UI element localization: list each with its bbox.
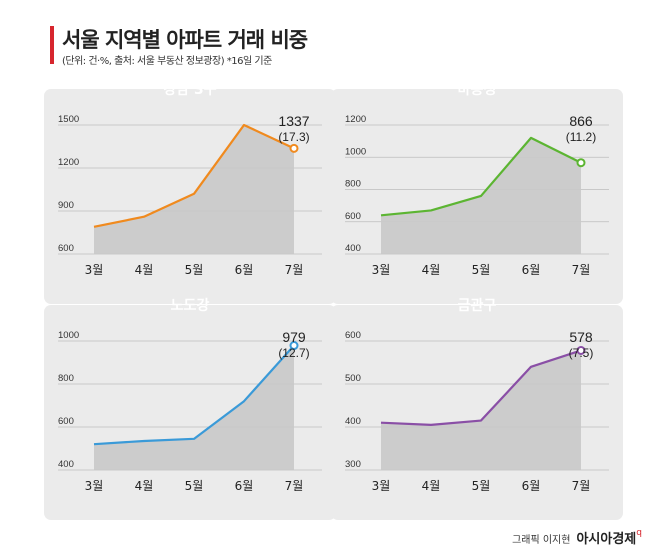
x-tick-label: 5월 xyxy=(472,479,491,493)
x-tick-label: 6월 xyxy=(235,479,254,493)
x-tick-label: 3월 xyxy=(372,263,391,277)
series-line xyxy=(380,136,582,217)
x-tick-label: 3월 xyxy=(85,263,104,277)
x-tick-label: 6월 xyxy=(522,479,541,493)
share-label: (7.5) xyxy=(569,346,594,360)
series-line xyxy=(93,123,295,228)
x-tick-label: 5월 xyxy=(185,263,204,277)
share-label: (11.2) xyxy=(566,130,596,144)
chart-title-pill: 강남 3구 xyxy=(163,82,217,98)
credit-line: 그래픽 이지현 아시아경제q xyxy=(512,528,642,547)
data-label: 866 xyxy=(569,113,593,129)
credit-text: 그래픽 이지현 xyxy=(512,535,571,546)
chart-panel-mayongseong: 마용성 400 600 800 1000 1200 3월 4월 5월 6월 7월 866 (11.2) xyxy=(331,82,623,304)
y-tick-label: 1000 xyxy=(58,330,79,341)
y-tick-label: 600 xyxy=(58,416,74,427)
y-tick-label: 1500 xyxy=(58,114,79,125)
x-tick-label: 3월 xyxy=(372,479,391,493)
x-tick-label: 7월 xyxy=(572,263,591,277)
y-tick-label: 1200 xyxy=(345,114,366,125)
y-tick-label: 1200 xyxy=(58,157,79,168)
y-tick-label: 1000 xyxy=(345,146,366,157)
last-point-marker xyxy=(576,158,586,168)
area-fill xyxy=(94,125,294,254)
x-tick-label: 7월 xyxy=(285,263,304,277)
y-tick-label: 300 xyxy=(345,459,361,470)
brand-mark-icon: q xyxy=(636,528,642,538)
data-label: 979 xyxy=(282,329,306,345)
data-label: 1337 xyxy=(278,113,309,129)
x-tick-label: 4월 xyxy=(422,263,441,277)
chart-svg: 300 400 500 600 3월 4월 5월 6월 7월 578(7.5) xyxy=(345,329,609,493)
x-tick-label: 5월 xyxy=(185,479,204,493)
chart-svg: 400 600 800 1000 3월 4월 5월 6월 7월 979(12.7) xyxy=(58,329,322,493)
x-tick-label: 4월 xyxy=(135,479,154,493)
x-tick-label: 7월 xyxy=(572,479,591,493)
x-tick-label: 6월 xyxy=(522,263,541,277)
last-point-marker xyxy=(289,143,299,153)
x-tick-label: 7월 xyxy=(285,479,304,493)
page-subtitle: (단위: 건·%, 출처: 서울 부동산 정보광장) *16일 기준 xyxy=(62,56,272,67)
page-title: 서울 지역별 아파트 거래 비중 xyxy=(62,28,308,52)
chart-title-pill: 마용성 xyxy=(457,82,497,98)
x-tick-label: 3월 xyxy=(85,479,104,493)
y-tick-label: 600 xyxy=(58,243,74,254)
y-tick-label: 400 xyxy=(58,459,74,470)
brand-logo-text: 아시아경제 xyxy=(576,532,637,547)
y-tick-label: 600 xyxy=(345,330,361,341)
y-tick-label: 600 xyxy=(345,211,361,222)
x-tick-label: 4월 xyxy=(135,263,154,277)
y-tick-label: 800 xyxy=(345,179,361,190)
last-point-marker xyxy=(576,345,586,355)
share-label: (12.7) xyxy=(278,346,309,360)
area-fill xyxy=(381,350,581,470)
chart-svg: 600 900 1200 1500 3월 4월 5월 6월 7월 1337(17.3) xyxy=(58,113,322,277)
y-tick-label: 900 xyxy=(58,200,74,211)
title-accent-bar xyxy=(50,26,54,64)
chart-panel-geumgwangu: 금관구 300 400 500 600 3월 4월 5월 6월 7월 578 (7.5) xyxy=(331,298,623,520)
series-line xyxy=(93,344,295,446)
y-tick-label: 400 xyxy=(345,243,361,254)
chart-title-pill: 금관구 xyxy=(457,298,497,314)
series-line xyxy=(380,349,582,426)
x-tick-label: 5월 xyxy=(472,263,491,277)
y-tick-label: 500 xyxy=(345,373,361,384)
y-tick-label: 400 xyxy=(345,416,361,427)
x-tick-label: 6월 xyxy=(235,263,254,277)
x-tick-label: 4월 xyxy=(422,479,441,493)
chart-title-pill: 노도강 xyxy=(170,298,210,314)
last-point-marker xyxy=(289,341,299,351)
data-label: 578 xyxy=(569,329,593,345)
chart-panel-nodogang: 노도강 400 600 800 1000 3월 4월 5월 6월 7월 979 (12.7) xyxy=(44,298,336,520)
chart-svg: 400 600 800 1000 1200 3월 4월 5월 6월 7월 866(11.2) xyxy=(345,113,609,277)
share-label: (17.3) xyxy=(278,130,309,144)
chart-panel-gangnam: 강남 3구 600 900 1200 1500 3월 4월 5월 6월 7월 1337 (17.3) xyxy=(44,82,336,304)
y-tick-label: 800 xyxy=(58,373,74,384)
area-fill xyxy=(94,345,294,470)
